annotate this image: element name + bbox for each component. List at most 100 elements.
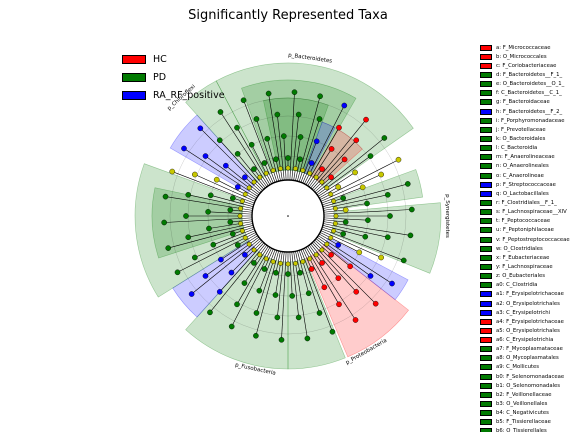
tree-node xyxy=(257,252,263,258)
clade-key-swatch xyxy=(480,71,492,78)
tree-node xyxy=(316,116,323,122)
tree-node xyxy=(217,109,224,115)
tree-node xyxy=(365,217,371,223)
tree-branch xyxy=(231,241,263,273)
tree-node xyxy=(300,167,306,173)
clade-key-swatch xyxy=(480,401,492,408)
tree-node xyxy=(404,181,411,187)
tree-node xyxy=(261,266,268,272)
clade-key-swatch xyxy=(480,291,492,298)
tree-node xyxy=(319,247,325,253)
tree-node xyxy=(353,137,360,143)
tree-branch xyxy=(323,209,346,213)
tree-branch xyxy=(194,230,256,258)
tree-node xyxy=(333,206,338,211)
phylum-label: p_Bacteroidetes xyxy=(288,52,333,64)
tree-branch xyxy=(210,195,254,207)
tree-node xyxy=(227,207,234,213)
tree-node xyxy=(297,156,303,163)
tree-branch xyxy=(236,247,271,305)
tree-branch xyxy=(318,235,393,284)
clade-key-item: l: C_Bacteroidia xyxy=(480,144,576,153)
tree-node xyxy=(216,289,223,295)
clade-key-label: o: C_Anaerolineae xyxy=(496,172,544,179)
tree-node xyxy=(313,174,319,180)
clade-key-item: a8: O_Mycoplasmatales xyxy=(480,354,576,363)
tree-node xyxy=(251,179,257,185)
clade-key-label: b4: C_Negativicutes xyxy=(496,410,549,417)
clade-key-item: e: O_Bacteroidetes__O_1_ xyxy=(480,80,576,89)
clade-key-item: b5: F_Tissierellaceae xyxy=(480,418,576,427)
tree-branch xyxy=(237,233,257,246)
clade-key-item: a3: C_Erysipelotrichi xyxy=(480,308,576,317)
tree-node xyxy=(181,145,187,152)
clade-key-label: e: O_Bacteroidetes__O_1_ xyxy=(496,81,565,88)
clade-key-label: n: O_Anaerolineales xyxy=(496,163,549,170)
clade-key-label: f: C_Bacteroidetes__C_1_ xyxy=(496,90,562,97)
tree-branch xyxy=(307,148,332,186)
clade-key-label: b6: O_Tissierellales xyxy=(496,428,547,432)
clade-key: a: F_Micrococcaceae b: O_Micrococcales c: … xyxy=(480,43,576,432)
tree-node xyxy=(228,323,235,330)
clade-key-swatch xyxy=(480,62,492,69)
clade-key-swatch xyxy=(480,337,492,344)
tree-node xyxy=(238,221,243,226)
tree-branch xyxy=(300,141,317,183)
tree-node xyxy=(285,271,291,277)
tree-node xyxy=(352,169,358,176)
tree-branch xyxy=(289,92,295,181)
tree-branch xyxy=(268,93,283,181)
tree-node xyxy=(253,332,259,339)
tree-node xyxy=(300,259,306,265)
clade-key-swatch xyxy=(480,90,492,97)
tree-branch xyxy=(264,248,274,270)
clade-key-label: a3: C_Erysipelotrichi xyxy=(496,309,551,316)
tree-branch xyxy=(244,176,262,193)
tree-node xyxy=(234,301,240,308)
clade-key-item: o: C_Anaerolineae xyxy=(480,171,576,180)
clade-key-swatch xyxy=(480,391,492,398)
clade-key-label: b3: O_Veillonellales xyxy=(496,401,548,408)
tree-branch xyxy=(304,105,345,185)
tree-branch xyxy=(168,225,254,249)
clade-key-item: a5: O_Erysipelotrichales xyxy=(480,326,576,335)
clade-key-swatch xyxy=(480,382,492,389)
clade-key-item: a0: C_Clostridia xyxy=(480,281,576,290)
tree-node xyxy=(246,241,252,247)
tree-node xyxy=(331,228,337,234)
tree-node xyxy=(237,213,243,219)
tree-branch xyxy=(319,159,399,200)
clade-key-item: y: F_Lachnospiraceae xyxy=(480,262,576,271)
clade-key-item: t: F_Peptococcaceae xyxy=(480,217,576,226)
tree-branch xyxy=(291,251,299,318)
clade-key-item: j: F_Prevotellaceae xyxy=(480,125,576,134)
clade-key-item: k: O_Bacteroidales xyxy=(480,134,576,143)
tree-node xyxy=(333,221,338,226)
clade-key-item: a4: F_Erysipelotrichaceae xyxy=(480,317,576,326)
tree-branch xyxy=(295,251,301,273)
tree-branch xyxy=(230,209,253,213)
tree-branch xyxy=(323,209,412,215)
tree-node xyxy=(273,156,279,163)
tree-node xyxy=(395,156,402,163)
legend-label: RA_RF_positive xyxy=(153,89,225,101)
clade-key-label: l: C_Bacteroidia xyxy=(496,145,538,152)
tree-branch xyxy=(319,233,339,246)
tree-branch xyxy=(320,174,382,202)
clade-key-item: m: F_Anaerolineaceae xyxy=(480,153,576,162)
clade-key-item: b1: O_Selenomonadales xyxy=(480,381,576,390)
clade-key-item: b0: F_Selenomonadaceae xyxy=(480,372,576,381)
tree-root xyxy=(287,215,289,217)
clade-key-label: a5: O_Erysipelotrichales xyxy=(496,327,560,334)
tree-node xyxy=(319,166,325,172)
tree-branch xyxy=(323,194,388,209)
tree-node xyxy=(285,165,291,171)
clade-key-swatch xyxy=(480,355,492,362)
tree-node xyxy=(331,198,337,204)
clade-key-label: d: F_Bacteroidetes__F_1_ xyxy=(496,71,563,78)
tree-branch xyxy=(302,248,312,270)
tree-branch xyxy=(293,136,301,181)
tree-node xyxy=(223,162,229,169)
tree-node xyxy=(367,153,374,159)
tree-node xyxy=(304,335,311,342)
